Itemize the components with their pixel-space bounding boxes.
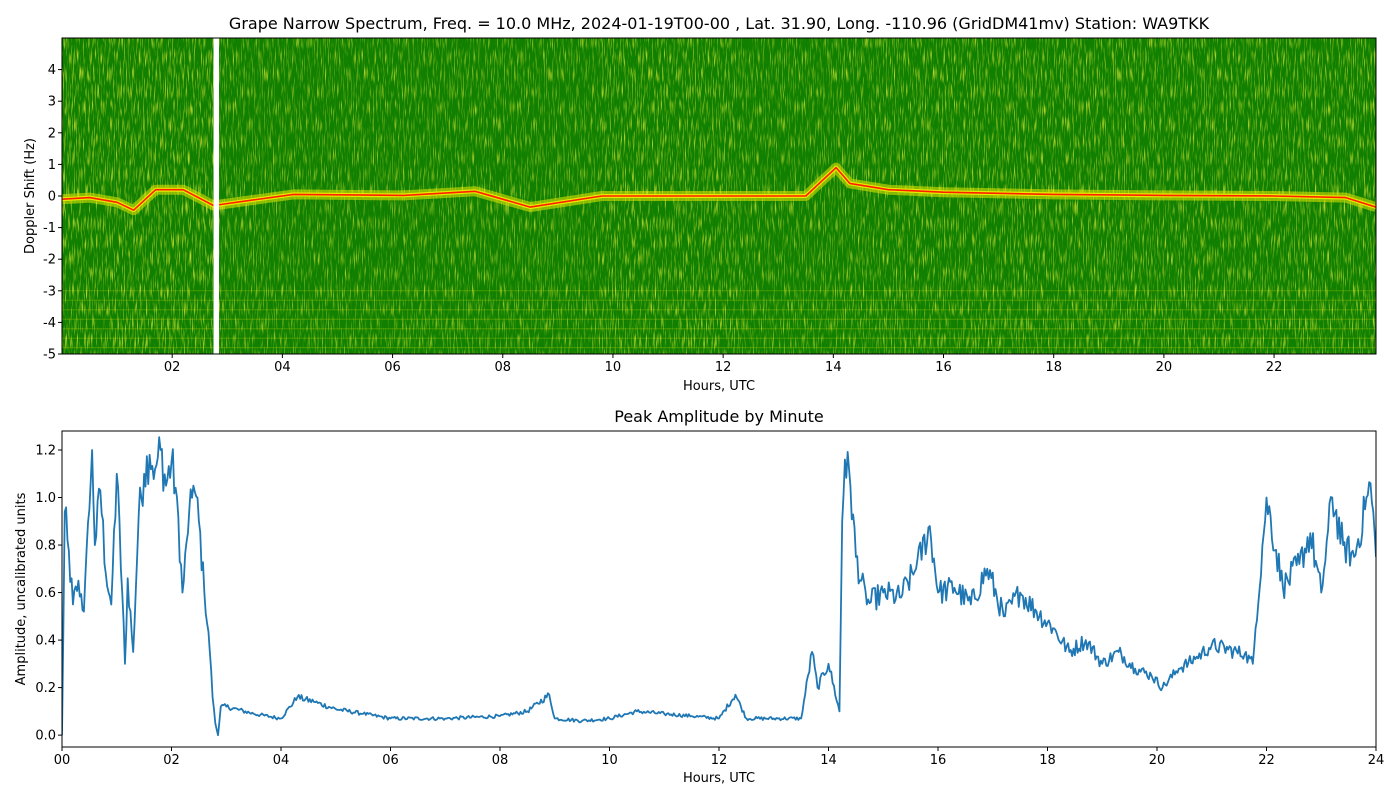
amplitude-panel: Peak Amplitude by Minute 00 02 04 06 08 10 12 1… (14, 407, 1384, 786)
amp-x-tick-label: 06 (382, 753, 399, 768)
amp-x-tick-label: 16 (930, 753, 947, 768)
amp-x-tick-label: 02 (163, 753, 180, 768)
spec-y-tick-label: 4 (48, 63, 56, 78)
amp-y-tick-label: 1.2 (35, 444, 56, 459)
amp-x-tick-label: 24 (1368, 753, 1385, 768)
spec-y-tick-label: -4 (43, 316, 56, 331)
spec-x-tick-label: 14 (825, 360, 842, 375)
amp-x-tick-label: 14 (820, 753, 837, 768)
amp-x-tick-label: 12 (711, 753, 728, 768)
spec-y-tick-label: -2 (43, 253, 56, 268)
spectrogram-carrier-trace (62, 166, 1376, 211)
spectrogram-x-label: Hours, UTC (683, 379, 755, 394)
amp-x-tick-label: 00 (54, 753, 71, 768)
spec-y-tick-label: -1 (43, 221, 56, 236)
amp-y-tick-label: 0.6 (35, 586, 56, 601)
spec-y-tick-label: -5 (43, 348, 56, 363)
spec-x-tick-label: 02 (164, 360, 181, 375)
amplitude-series-line (62, 436, 1376, 737)
spec-y-tick-label: 2 (48, 126, 56, 141)
amplitude-x-label: Hours, UTC (683, 771, 755, 786)
spec-x-tick-label: 10 (605, 360, 622, 375)
spec-y-tick-label: 3 (48, 95, 56, 110)
amp-y-tick-label: 0.8 (35, 539, 56, 554)
spec-x-tick-label: 20 (1156, 360, 1173, 375)
amp-y-tick-label: 0.2 (35, 681, 56, 696)
amp-y-tick-label: 1.0 (35, 491, 56, 506)
spec-y-tick-label: 1 (48, 158, 56, 173)
amplitude-x-axis: 00 02 04 06 08 10 12 14 16 18 20 22 24 (54, 747, 1385, 768)
amp-y-tick-label: 0.0 (35, 729, 56, 744)
amplitude-y-label: Amplitude, uncalibrated units (14, 492, 29, 685)
spec-x-tick-label: 16 (935, 360, 952, 375)
spectrogram-y-axis: -5 -4 -3 -2 -1 0 1 2 3 4 (43, 63, 62, 363)
amp-x-tick-label: 20 (1149, 753, 1166, 768)
spec-y-tick-label: -3 (43, 284, 56, 299)
amplitude-title: Peak Amplitude by Minute (614, 407, 824, 426)
spec-x-tick-label: 08 (494, 360, 511, 375)
spectrogram-title: Grape Narrow Spectrum, Freq. = 10.0 MHz,… (229, 14, 1210, 33)
amp-x-tick-label: 10 (601, 753, 618, 768)
spectrogram-y-label: Doppler Shift (Hz) (23, 138, 38, 254)
spectrogram-plot-area (62, 38, 1376, 354)
amplitude-y-axis: 0.0 0.2 0.4 0.6 0.8 1.0 1.2 (35, 444, 62, 744)
spec-x-tick-label: 22 (1266, 360, 1283, 375)
amp-x-tick-label: 08 (492, 753, 509, 768)
spec-y-tick-label: 0 (48, 190, 56, 205)
spec-x-tick-label: 06 (384, 360, 401, 375)
amp-y-tick-label: 0.4 (35, 634, 56, 649)
spec-x-tick-label: 12 (715, 360, 732, 375)
spec-x-tick-label: 18 (1045, 360, 1062, 375)
spectrogram-panel: Grape Narrow Spectrum, Freq. = 10.0 MHz,… (23, 14, 1377, 394)
amplitude-plot-area (62, 431, 1376, 747)
spectrogram-x-axis: 02 04 06 08 10 12 14 16 18 20 22 (164, 354, 1282, 375)
amp-x-tick-label: 18 (1039, 753, 1056, 768)
spec-x-tick-label: 04 (274, 360, 291, 375)
amp-x-tick-label: 04 (273, 753, 290, 768)
spectrogram-data-gap (213, 38, 220, 354)
amp-x-tick-label: 22 (1258, 753, 1275, 768)
